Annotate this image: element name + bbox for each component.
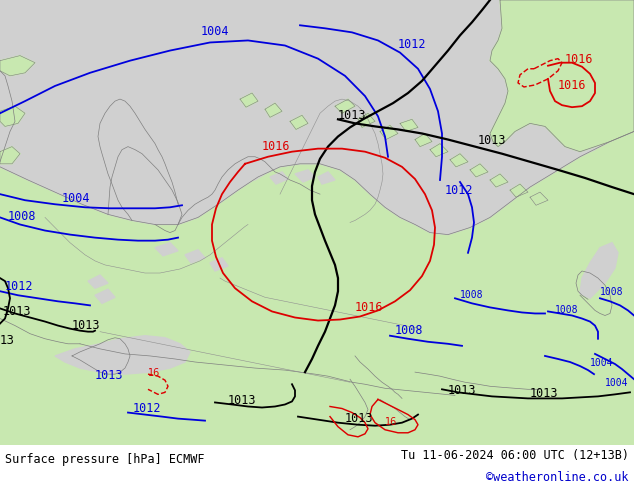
Text: 1013: 1013 bbox=[530, 388, 559, 400]
Polygon shape bbox=[88, 275, 108, 288]
Polygon shape bbox=[580, 243, 618, 298]
Polygon shape bbox=[95, 289, 115, 303]
Text: 1004: 1004 bbox=[201, 25, 230, 38]
Polygon shape bbox=[430, 144, 448, 157]
Polygon shape bbox=[510, 184, 528, 197]
Text: 1012: 1012 bbox=[445, 184, 474, 197]
Polygon shape bbox=[245, 167, 265, 180]
Text: 1004: 1004 bbox=[62, 192, 91, 205]
Text: 16: 16 bbox=[148, 368, 160, 378]
Polygon shape bbox=[530, 192, 548, 205]
Polygon shape bbox=[560, 133, 578, 147]
Text: 16: 16 bbox=[385, 416, 398, 427]
Polygon shape bbox=[240, 93, 258, 107]
Text: 1008: 1008 bbox=[395, 324, 424, 337]
Polygon shape bbox=[335, 99, 355, 113]
Polygon shape bbox=[575, 142, 595, 155]
Polygon shape bbox=[358, 113, 375, 127]
Text: 1012: 1012 bbox=[5, 280, 34, 293]
Text: 1016: 1016 bbox=[565, 53, 593, 66]
Text: 1013: 1013 bbox=[72, 318, 101, 332]
Polygon shape bbox=[0, 147, 20, 164]
Polygon shape bbox=[490, 174, 508, 187]
Polygon shape bbox=[470, 164, 488, 177]
Polygon shape bbox=[0, 0, 634, 445]
Polygon shape bbox=[185, 250, 205, 263]
Polygon shape bbox=[0, 0, 634, 235]
Polygon shape bbox=[545, 127, 563, 142]
Text: Tu 11-06-2024 06:00 UTC (12+13B): Tu 11-06-2024 06:00 UTC (12+13B) bbox=[401, 449, 629, 463]
Polygon shape bbox=[265, 103, 282, 117]
Polygon shape bbox=[318, 172, 335, 184]
Polygon shape bbox=[60, 154, 78, 167]
Text: 1013: 1013 bbox=[3, 305, 32, 318]
Polygon shape bbox=[210, 258, 228, 271]
Text: 13: 13 bbox=[0, 334, 15, 347]
Text: 1013: 1013 bbox=[95, 369, 124, 382]
Polygon shape bbox=[380, 125, 398, 140]
Polygon shape bbox=[290, 115, 308, 129]
Polygon shape bbox=[400, 120, 418, 131]
Polygon shape bbox=[15, 126, 33, 140]
Polygon shape bbox=[155, 243, 178, 256]
Polygon shape bbox=[295, 170, 315, 182]
Polygon shape bbox=[0, 56, 35, 76]
Text: 1008: 1008 bbox=[460, 290, 484, 300]
Polygon shape bbox=[450, 154, 468, 167]
Polygon shape bbox=[270, 172, 288, 184]
Text: 1013: 1013 bbox=[478, 134, 507, 147]
Text: ©weatheronline.co.uk: ©weatheronline.co.uk bbox=[486, 471, 629, 485]
Text: 1012: 1012 bbox=[133, 401, 162, 415]
Text: Surface pressure [hPa] ECMWF: Surface pressure [hPa] ECMWF bbox=[5, 453, 205, 466]
Text: 1013: 1013 bbox=[338, 109, 366, 122]
Polygon shape bbox=[218, 157, 238, 170]
Text: 1016: 1016 bbox=[558, 79, 586, 92]
Text: 1013: 1013 bbox=[345, 412, 373, 425]
Polygon shape bbox=[0, 445, 634, 490]
Text: 1008: 1008 bbox=[555, 305, 578, 316]
Text: 1016: 1016 bbox=[355, 301, 384, 315]
Text: 1016: 1016 bbox=[262, 140, 290, 153]
Text: 1013: 1013 bbox=[448, 384, 477, 397]
Text: 1013: 1013 bbox=[228, 394, 257, 408]
Text: 1004: 1004 bbox=[605, 378, 628, 388]
Polygon shape bbox=[490, 0, 634, 152]
Text: 1012: 1012 bbox=[398, 38, 427, 50]
Text: 1008: 1008 bbox=[8, 210, 37, 223]
Text: 1004: 1004 bbox=[590, 358, 614, 368]
Polygon shape bbox=[55, 336, 190, 374]
Polygon shape bbox=[415, 133, 432, 147]
Text: 1008: 1008 bbox=[600, 287, 623, 297]
Polygon shape bbox=[0, 106, 25, 126]
Polygon shape bbox=[35, 144, 55, 157]
